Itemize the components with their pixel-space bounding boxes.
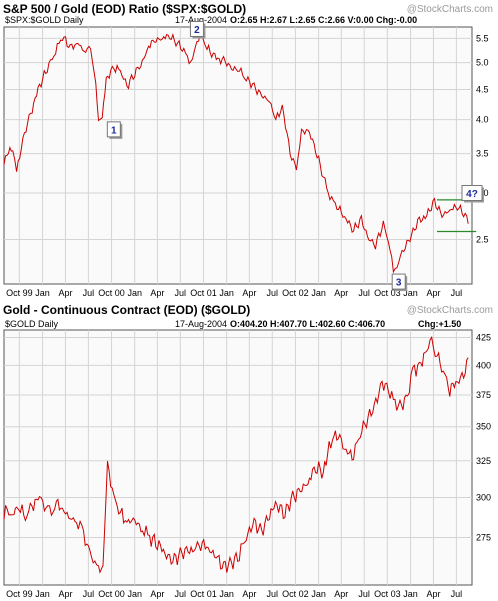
annotation-label: 2: [194, 25, 200, 36]
annotation-marker-3: 3: [391, 273, 408, 292]
x-tick-label: Oct 03: [374, 589, 401, 599]
ratio-chart-title: S&P 500 / Gold (EOD) Ratio ($SPX:$GOLD): [3, 2, 246, 16]
x-tick-label: Apr: [426, 288, 440, 298]
x-tick-label: Apr: [150, 589, 164, 599]
ratio-chart: S&P 500 / Gold (EOD) Ratio ($SPX:$GOLD) …: [3, 2, 493, 298]
x-tick-label: Apr: [58, 589, 72, 599]
y-tick-label: 300: [476, 493, 491, 503]
annotation-label: 3: [396, 278, 402, 289]
x-tick-label: Apr: [150, 288, 164, 298]
x-tick-label: Apr: [242, 589, 256, 599]
x-tick-label: Jul: [358, 589, 370, 599]
y-tick-label: 350: [476, 422, 491, 432]
x-tick-label: Oct 03: [374, 288, 401, 298]
ratio-legend-date: 17-Aug-2004: [175, 15, 227, 25]
x-tick-label: Jan: [219, 589, 234, 599]
y-tick-label: 425: [476, 333, 491, 343]
y-tick-label: 325: [476, 456, 491, 466]
annotation-box: [106, 121, 121, 138]
x-tick-label: Jan: [35, 288, 50, 298]
y-tick-label: 2.5: [476, 235, 489, 245]
x-tick-label: Jan: [311, 288, 326, 298]
x-tick-label: Jul: [175, 589, 187, 599]
ratio-plot-area: Oct 99 Jan Apr Jul Oct 00 Jan Apr Jul Oct 01 Jan A…: [3, 21, 489, 298]
annotation-marker-2: 2: [189, 21, 206, 39]
x-tick-label: Oct 00: [98, 589, 125, 599]
gold-watermark: @StockCharts.com: [407, 305, 493, 316]
gold-legend-change: Chg:+1.50: [418, 319, 461, 329]
y-tick-label: 5.0: [476, 58, 489, 68]
x-tick-label: Jul: [83, 589, 95, 599]
x-tick-label: Apr: [58, 288, 72, 298]
x-tick-label: Jul: [451, 288, 463, 298]
gold-chart: Gold - Continuous Contract (EOD) ($GOLD)…: [3, 303, 493, 599]
x-tick-label: Jan: [311, 589, 326, 599]
annotation-marker-1: 1: [106, 121, 123, 139]
x-tick-label: Jul: [266, 288, 278, 298]
x-tick-label: Apr: [242, 288, 256, 298]
x-tick-label: Oct 02: [282, 288, 309, 298]
x-tick-label: Jul: [358, 288, 370, 298]
x-tick-label: Jul: [175, 288, 187, 298]
y-tick-label: 400: [476, 360, 491, 370]
ratio-chart-panel: S&P 500 / Gold (EOD) Ratio ($SPX:$GOLD) …: [0, 0, 498, 299]
x-tick-label: Jan: [35, 589, 50, 599]
x-tick-label: Oct 02: [282, 589, 309, 599]
x-tick-label: Apr: [426, 589, 440, 599]
plot-frame: [3, 26, 473, 285]
y-tick-label: 4.0: [476, 115, 489, 125]
plot-frame: [3, 329, 473, 586]
ratio-legend-quote: O:2.65 H:2.67 L:2.65 C:2.66 V:0.00 Chg:-…: [230, 15, 417, 25]
x-tick-label: Oct 00: [98, 288, 125, 298]
annotation-box: [391, 273, 406, 290]
x-tick-label: Jul: [83, 288, 95, 298]
x-tick-label: Jan: [219, 288, 234, 298]
x-tick-label: Jul: [266, 589, 278, 599]
x-tick-label: Oct 99: [6, 589, 33, 599]
x-tick-label: Jan: [403, 288, 418, 298]
x-tick-label: Oct 99: [6, 288, 33, 298]
gold-legend-symbol: $GOLD Daily: [5, 319, 59, 329]
annotation-box: [461, 184, 483, 201]
annotation-box: [189, 21, 204, 37]
y-tick-label: 4.5: [476, 85, 489, 95]
x-tick-label: Oct 01: [190, 589, 217, 599]
gold-plot-area: Oct 99 Jan Apr Jul Oct 00 Jan Apr Jul Oct 01 Jan A…: [3, 329, 491, 599]
gold-chart-panel: Gold - Continuous Contract (EOD) ($GOLD)…: [0, 299, 498, 601]
gold-chart-title: Gold - Continuous Contract (EOD) ($GOLD): [3, 303, 250, 317]
y-tick-label: 275: [476, 533, 491, 543]
gold-legend-quote: O:404.20 H:407.70 L:402.60 C:406.70: [230, 319, 385, 329]
ratio-legend-symbol: $SPX:$GOLD Daily: [5, 15, 84, 25]
y-tick-label: 375: [476, 390, 491, 400]
x-tick-label: Apr: [334, 288, 348, 298]
annotation-label: 1: [111, 125, 117, 136]
annotation-marker-4: 4?: [461, 184, 484, 203]
gold-legend-date: 17-Aug-2004: [175, 319, 227, 329]
x-tick-label: Jan: [127, 288, 142, 298]
y-tick-label: 5.5: [476, 33, 489, 43]
x-tick-label: Jul: [451, 589, 463, 599]
price-series-line: [3, 335, 469, 574]
x-tick-label: Jan: [403, 589, 418, 599]
x-tick-label: Jan: [127, 589, 142, 599]
x-tick-label: Apr: [334, 589, 348, 599]
ratio-watermark: @StockCharts.com: [407, 4, 493, 15]
annotation-label: 4?: [466, 189, 478, 200]
x-tick-label: Oct 01: [190, 288, 217, 298]
price-series-line: [3, 32, 469, 274]
y-tick-label: 3.5: [476, 149, 489, 159]
